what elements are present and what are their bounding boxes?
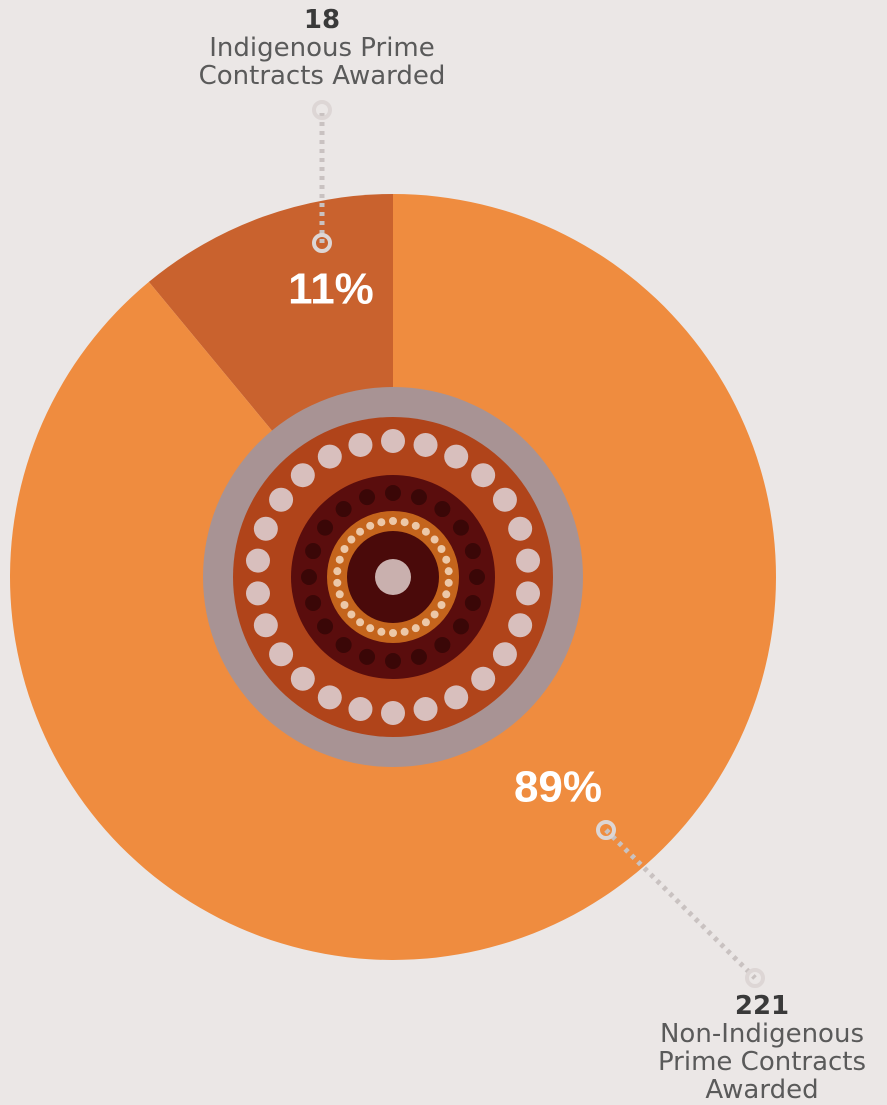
dot [341, 545, 349, 553]
dot [411, 489, 427, 505]
dot [269, 488, 293, 512]
dot [412, 522, 420, 530]
dot [359, 649, 375, 665]
dot [254, 517, 278, 541]
dot [444, 445, 468, 469]
dot [414, 697, 438, 721]
dot [254, 613, 278, 637]
dot [381, 429, 405, 453]
count-label: 18 [172, 6, 472, 34]
page: {"chart_data": {"type": "pie", "categori… [0, 0, 887, 1104]
dot [291, 667, 315, 691]
dot [356, 528, 364, 536]
dot [516, 581, 540, 605]
dot [385, 485, 401, 501]
dot [401, 628, 409, 636]
category-label: Indigenous Prime Contracts Awarded [192, 34, 452, 90]
dot [411, 649, 427, 665]
dot [291, 463, 315, 487]
dot [444, 685, 468, 709]
dot [318, 445, 342, 469]
dot [341, 601, 349, 609]
dot [465, 543, 481, 559]
dot [445, 567, 453, 575]
dot [385, 653, 401, 669]
dot [317, 520, 333, 536]
dot [366, 624, 374, 632]
dot [348, 697, 372, 721]
dot [508, 613, 532, 637]
count-label: 221 [637, 992, 887, 1020]
dot [516, 549, 540, 573]
dot [377, 628, 385, 636]
dot [437, 545, 445, 553]
dot [414, 433, 438, 457]
dot [442, 590, 450, 598]
dot [336, 556, 344, 564]
dot [465, 595, 481, 611]
dot [336, 637, 352, 653]
dot [333, 567, 341, 575]
center-dot [375, 559, 411, 595]
chart: 11% 89% [0, 0, 887, 1104]
dot [431, 536, 439, 544]
dot [377, 518, 385, 526]
dot [356, 618, 364, 626]
dot [434, 501, 450, 517]
dot [305, 595, 321, 611]
dot [347, 536, 355, 544]
dot [437, 601, 445, 609]
dot [445, 579, 453, 587]
category-label: Non-Indigenous Prime Contracts Awarded [637, 1020, 887, 1104]
dot [508, 517, 532, 541]
dot [318, 685, 342, 709]
dot [366, 522, 374, 530]
dot [442, 556, 450, 564]
dot [347, 610, 355, 618]
dot [359, 489, 375, 505]
slice-label: 18 Indigenous Prime Contracts Awarded [172, 6, 472, 90]
slice-label: 221 Non-Indigenous Prime Contracts Award… [637, 992, 887, 1104]
dot [469, 569, 485, 585]
dot [453, 618, 469, 634]
dot [336, 501, 352, 517]
dot [269, 642, 293, 666]
dot [401, 518, 409, 526]
dot [389, 629, 397, 637]
dot [453, 520, 469, 536]
dot [422, 528, 430, 536]
dot [317, 618, 333, 634]
dot [434, 637, 450, 653]
dot [412, 624, 420, 632]
dot [246, 581, 270, 605]
dot [336, 590, 344, 598]
dot [471, 667, 495, 691]
dot [493, 488, 517, 512]
dot [493, 642, 517, 666]
dot [305, 543, 321, 559]
dot [301, 569, 317, 585]
dot [431, 610, 439, 618]
dot [381, 701, 405, 725]
value-label: 11% [288, 265, 374, 314]
value-label: 89% [514, 763, 602, 812]
dot [422, 618, 430, 626]
dot [389, 517, 397, 525]
dot [348, 433, 372, 457]
dot [471, 463, 495, 487]
dot [333, 579, 341, 587]
dot [246, 549, 270, 573]
